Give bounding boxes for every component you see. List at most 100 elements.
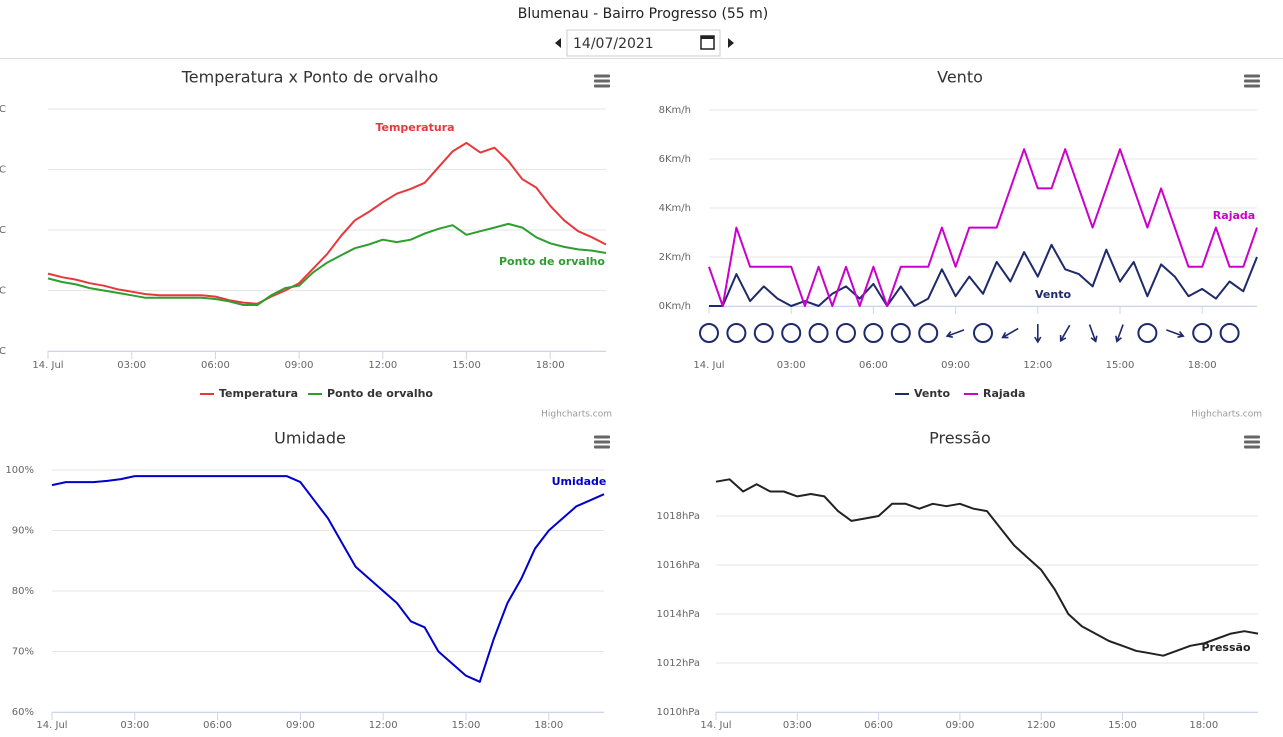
x-tick-label: 15:00 [1108, 720, 1137, 731]
x-tick-label: 06:00 [203, 720, 232, 731]
y-tick-label: 80% [12, 586, 34, 597]
menu-bar [1244, 440, 1260, 444]
menu-bar [1244, 435, 1260, 439]
calm-marker [1137, 323, 1158, 343]
menu-bar [1244, 79, 1260, 83]
chart-title: Pressão [929, 429, 991, 448]
x-tick-label: 09:00 [285, 360, 314, 371]
y-tick-label: 30°C [0, 104, 6, 115]
x-tick-label: 06:00 [859, 360, 888, 371]
menu-bar [1244, 84, 1260, 88]
wind-arrow [1001, 327, 1019, 339]
menu-bar [594, 440, 610, 444]
y-tick-label: 1014hPa [657, 609, 701, 620]
x-tick-label: 03:00 [117, 360, 146, 371]
series-label: Temperatura [375, 121, 454, 134]
prev-day[interactable] [555, 38, 561, 48]
x-tick-label: 15:00 [452, 720, 481, 731]
x-tick-label: 14. Jul [700, 720, 731, 731]
calm-marker [973, 323, 993, 343]
series-line [708, 148, 1258, 307]
x-tick-label: 09:00 [941, 360, 970, 371]
series-line [47, 141, 607, 305]
y-tick-label: 15°C [0, 286, 6, 297]
x-tick-label: 06:00 [201, 360, 230, 371]
calm-marker [1192, 323, 1213, 343]
y-tick-label: 4Km/h [659, 203, 691, 214]
wind-arrow [1034, 324, 1042, 344]
x-tick-label: 14. Jul [693, 360, 724, 371]
calm-marker [1219, 323, 1240, 343]
y-tick-label: 100% [5, 465, 34, 476]
y-tick-label: 25°C [0, 165, 6, 176]
y-tick-label: 2Km/h [659, 252, 691, 263]
y-tick-label: 8Km/h [659, 105, 691, 116]
menu-button[interactable] [594, 74, 610, 88]
y-tick-label: 1018hPa [657, 511, 701, 522]
y-tick-label: 60% [12, 707, 34, 718]
legend-label: Temperatura [219, 387, 298, 400]
series-label: Umidade [552, 475, 607, 488]
y-tick-label: 70% [12, 647, 34, 658]
wind-arrow [1115, 324, 1124, 343]
x-tick-label: 18:00 [536, 360, 565, 371]
chart-title: Temperatura x Ponto de orvalho [181, 68, 439, 87]
y-tick-label: 20°C [0, 225, 6, 236]
legend-item[interactable]: Ponto de orvalho [308, 387, 433, 400]
wind-arrow [1088, 324, 1098, 343]
menu-button[interactable] [1244, 74, 1260, 88]
menu-bar [594, 445, 610, 449]
x-tick-label: 03:00 [783, 720, 812, 731]
legend-item[interactable]: Temperatura [200, 387, 298, 400]
series-line [709, 243, 1258, 307]
date-input[interactable] [566, 29, 721, 57]
calm-marker [890, 323, 911, 343]
calm-marker [726, 323, 747, 343]
chart-title: Umidade [274, 429, 346, 448]
x-tick-label: 14. Jul [32, 360, 63, 371]
date-value: 14/07/2021 [573, 36, 654, 52]
calendar-icon[interactable] [700, 35, 715, 50]
calm-marker [808, 323, 829, 343]
x-tick-label: 18:00 [1189, 720, 1218, 731]
series-line [51, 475, 605, 683]
menu-bar [1244, 74, 1260, 78]
page-title: Blumenau - Bairro Progresso (55 m) [518, 6, 769, 22]
y-tick-label: 0Km/h [659, 301, 691, 312]
series-line [715, 478, 1259, 657]
menu-button[interactable] [1244, 435, 1260, 449]
x-tick-label: 18:00 [534, 720, 563, 731]
chart-title: Vento [937, 68, 983, 87]
series-label: Pressão [1201, 641, 1250, 654]
y-tick-label: 6Km/h [659, 154, 691, 165]
next-day[interactable] [728, 38, 734, 48]
x-tick-label: 09:00 [945, 720, 974, 731]
y-tick-label: 10°C [0, 346, 6, 357]
x-tick-label: 12:00 [1027, 720, 1056, 731]
series-label: Rajada [1213, 209, 1255, 222]
menu-bar [594, 74, 610, 78]
x-tick-label: 15:00 [452, 360, 481, 371]
wind-arrow [1166, 329, 1185, 338]
x-tick-label: 12:00 [368, 360, 397, 371]
menu-bar [594, 435, 610, 439]
wind-arrow [945, 329, 965, 338]
calm-marker [781, 323, 802, 343]
legend-item[interactable]: Vento [895, 387, 950, 400]
calm-marker [863, 323, 884, 343]
x-tick-label: 15:00 [1106, 360, 1135, 371]
menu-bar [594, 79, 610, 83]
calm-marker [699, 323, 719, 343]
menu-button[interactable] [594, 435, 610, 449]
legend-item[interactable]: Rajada [964, 387, 1025, 400]
calm-marker [918, 323, 939, 343]
menu-bar [594, 84, 610, 88]
calm-marker [753, 323, 774, 343]
series-label: Vento [1035, 288, 1071, 301]
series-line [47, 222, 607, 306]
x-tick-label: 12:00 [369, 720, 398, 731]
x-tick-label: 12:00 [1023, 360, 1052, 371]
series-label: Ponto de orvalho [499, 255, 605, 268]
menu-bar [1244, 445, 1260, 449]
